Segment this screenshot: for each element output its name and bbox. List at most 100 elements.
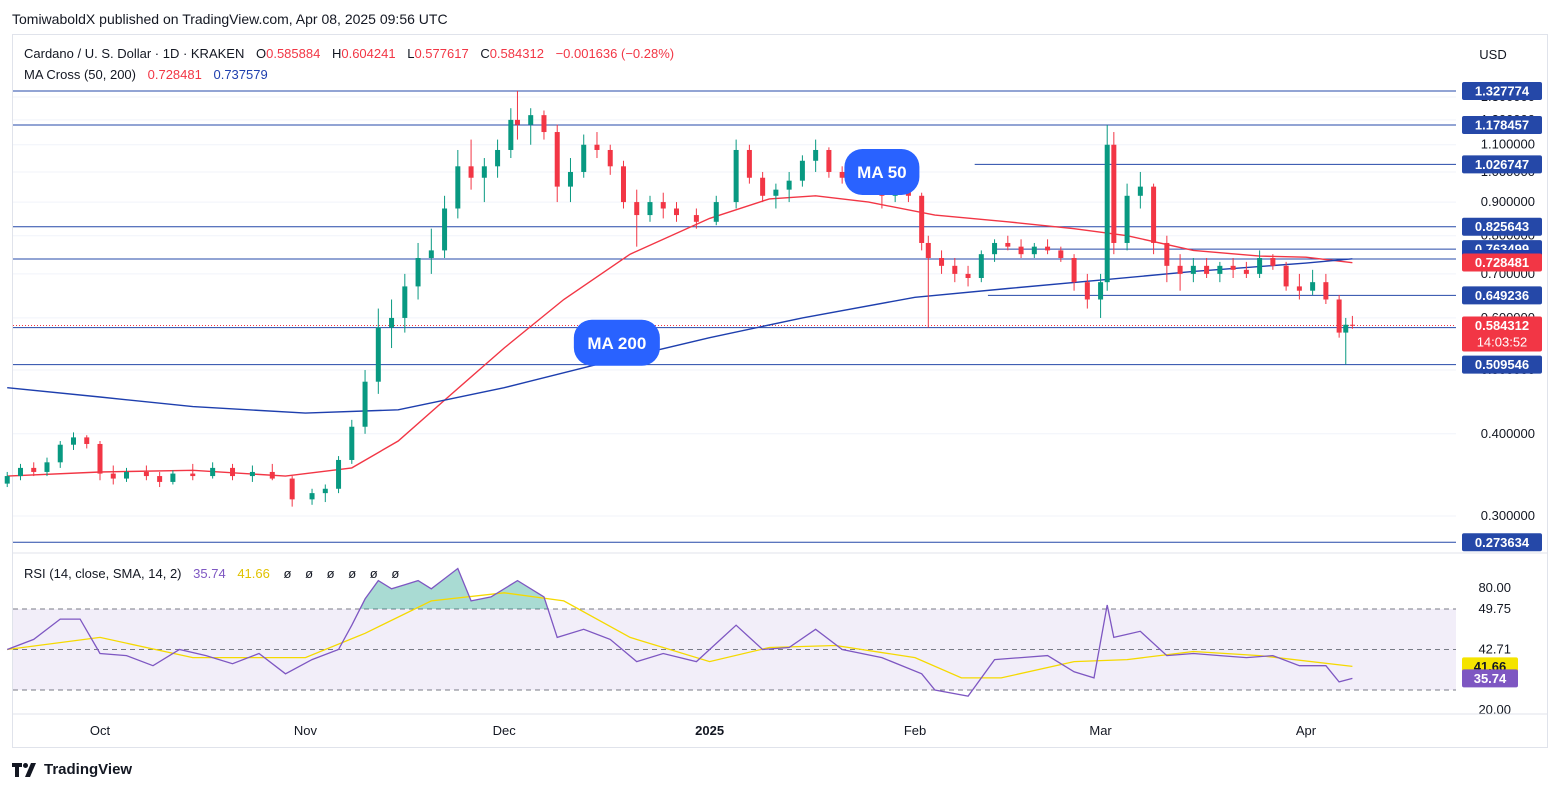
candle-body [839, 171, 845, 178]
rsi-null-value-6: ø [391, 566, 399, 581]
candle-body [1124, 195, 1130, 243]
candle-body [210, 467, 216, 477]
level-badge-bg [1462, 116, 1542, 135]
horizontal-levels [13, 90, 1456, 543]
annotation-bubble [844, 148, 920, 195]
price-tick-label: 0.400000 [1481, 426, 1535, 441]
high-key: H [332, 46, 341, 61]
candle-body [455, 166, 461, 209]
candle-body [468, 166, 474, 178]
tradingview-logo[interactable]: TradingView [12, 761, 132, 778]
ma50-badge: 0.728481 [1475, 255, 1529, 270]
candle-body [1151, 186, 1157, 243]
candle-body [1243, 269, 1249, 274]
rsi-null-value-2: ø [305, 566, 313, 581]
price-tick-label: 1.100000 [1481, 137, 1535, 152]
candle-body [746, 149, 752, 178]
candle-body [713, 202, 719, 222]
candle-body [4, 476, 10, 484]
candle-body [799, 160, 805, 181]
candle-body [1270, 258, 1276, 266]
candle-body [1217, 265, 1223, 274]
candle-body [1204, 265, 1210, 274]
level-badge: 0.649236 [1475, 288, 1529, 303]
rsi-legend-value: 35.74 [193, 566, 226, 581]
time-tick-label: Oct [90, 723, 111, 738]
symbol-legend: Cardano / U. S. Dollar · 1D · KRAKEN O0.… [24, 46, 674, 61]
time-tick-label: Feb [904, 723, 926, 738]
annotation-bubble [573, 319, 660, 366]
level-badge-bg [1462, 533, 1542, 552]
chart-annotations: MA 50 MA 200 [573, 148, 920, 366]
candle-body [143, 471, 149, 477]
rsi-tick-label: 20.00 [1478, 702, 1511, 717]
close-key: C [480, 46, 489, 61]
candle-body [1257, 258, 1263, 274]
countdown-label: 14:03:52 [1477, 335, 1528, 350]
candle-body [1310, 282, 1316, 291]
candle-body [1349, 324, 1355, 326]
candle-body [1005, 242, 1011, 247]
candle-body [1071, 258, 1077, 283]
ma-legend-label: MA Cross (50, 200) [24, 67, 136, 82]
candle-body [1164, 242, 1170, 266]
candle-body [952, 265, 958, 274]
candle-body [70, 437, 76, 445]
price-tick-label: 0.300000 [1481, 508, 1535, 523]
candle-body [336, 459, 342, 489]
candle-body [1343, 324, 1349, 333]
candle-body [978, 254, 984, 278]
candle-body [375, 327, 381, 382]
candle-body [1058, 250, 1064, 259]
candle-body [1283, 265, 1289, 287]
low-value: 0.577617 [414, 46, 468, 61]
price-grid [13, 96, 1456, 517]
candle-body [249, 471, 255, 477]
candle-body [110, 473, 116, 479]
candle-body [773, 189, 779, 196]
candle-body [31, 467, 37, 472]
candle-body [57, 444, 63, 463]
rsi-level-label: 42.71 [1478, 642, 1511, 657]
candle-body [157, 476, 163, 482]
publisher-header: TomiwaboldX published on TradingView.com… [12, 11, 448, 27]
candle-body [992, 242, 998, 255]
candle-body [402, 286, 408, 318]
ma50-badge-bg [1462, 253, 1542, 272]
low-key: L [407, 46, 414, 61]
level-badge: 1.026747 [1475, 157, 1529, 172]
candles [4, 90, 1355, 507]
candle-body [541, 115, 547, 133]
candle-body [442, 208, 448, 251]
rsi-badge: 35.74 [1474, 671, 1507, 686]
last-price-badge: 0.584312 [1475, 318, 1529, 333]
candle-body [826, 149, 832, 172]
candle-body [289, 478, 295, 500]
candle-body [786, 180, 792, 190]
candle-body [1098, 282, 1104, 300]
candle-body [594, 144, 600, 150]
level-badge: 1.327774 [1475, 83, 1530, 98]
candle-body [925, 242, 931, 259]
candle-body [673, 208, 679, 216]
candle-body [230, 467, 236, 477]
level-badge: 0.273634 [1475, 535, 1530, 550]
candle-body [495, 149, 501, 167]
candle-body [362, 381, 368, 427]
candle-body [1018, 246, 1024, 255]
open-key: O [256, 46, 266, 61]
time-tick-label: 2025 [695, 723, 724, 738]
rsi-null-value-1: ø [283, 566, 291, 581]
rsi-ma-legend-value: 41.66 [237, 566, 270, 581]
rsi-pane: 80.00 20.00 49.75 42.71 41.66 35.74 [6, 567, 1518, 717]
candle-body [939, 258, 945, 266]
candle-body [647, 202, 653, 216]
ma50-legend-value: 0.728481 [148, 67, 202, 82]
chart-frame[interactable] [12, 34, 1548, 748]
candle-body [554, 132, 560, 187]
candle-body [124, 471, 130, 479]
candle-body [1230, 265, 1236, 270]
time-tick-label: Apr [1296, 723, 1317, 738]
currency-label[interactable]: USD [1479, 47, 1506, 62]
